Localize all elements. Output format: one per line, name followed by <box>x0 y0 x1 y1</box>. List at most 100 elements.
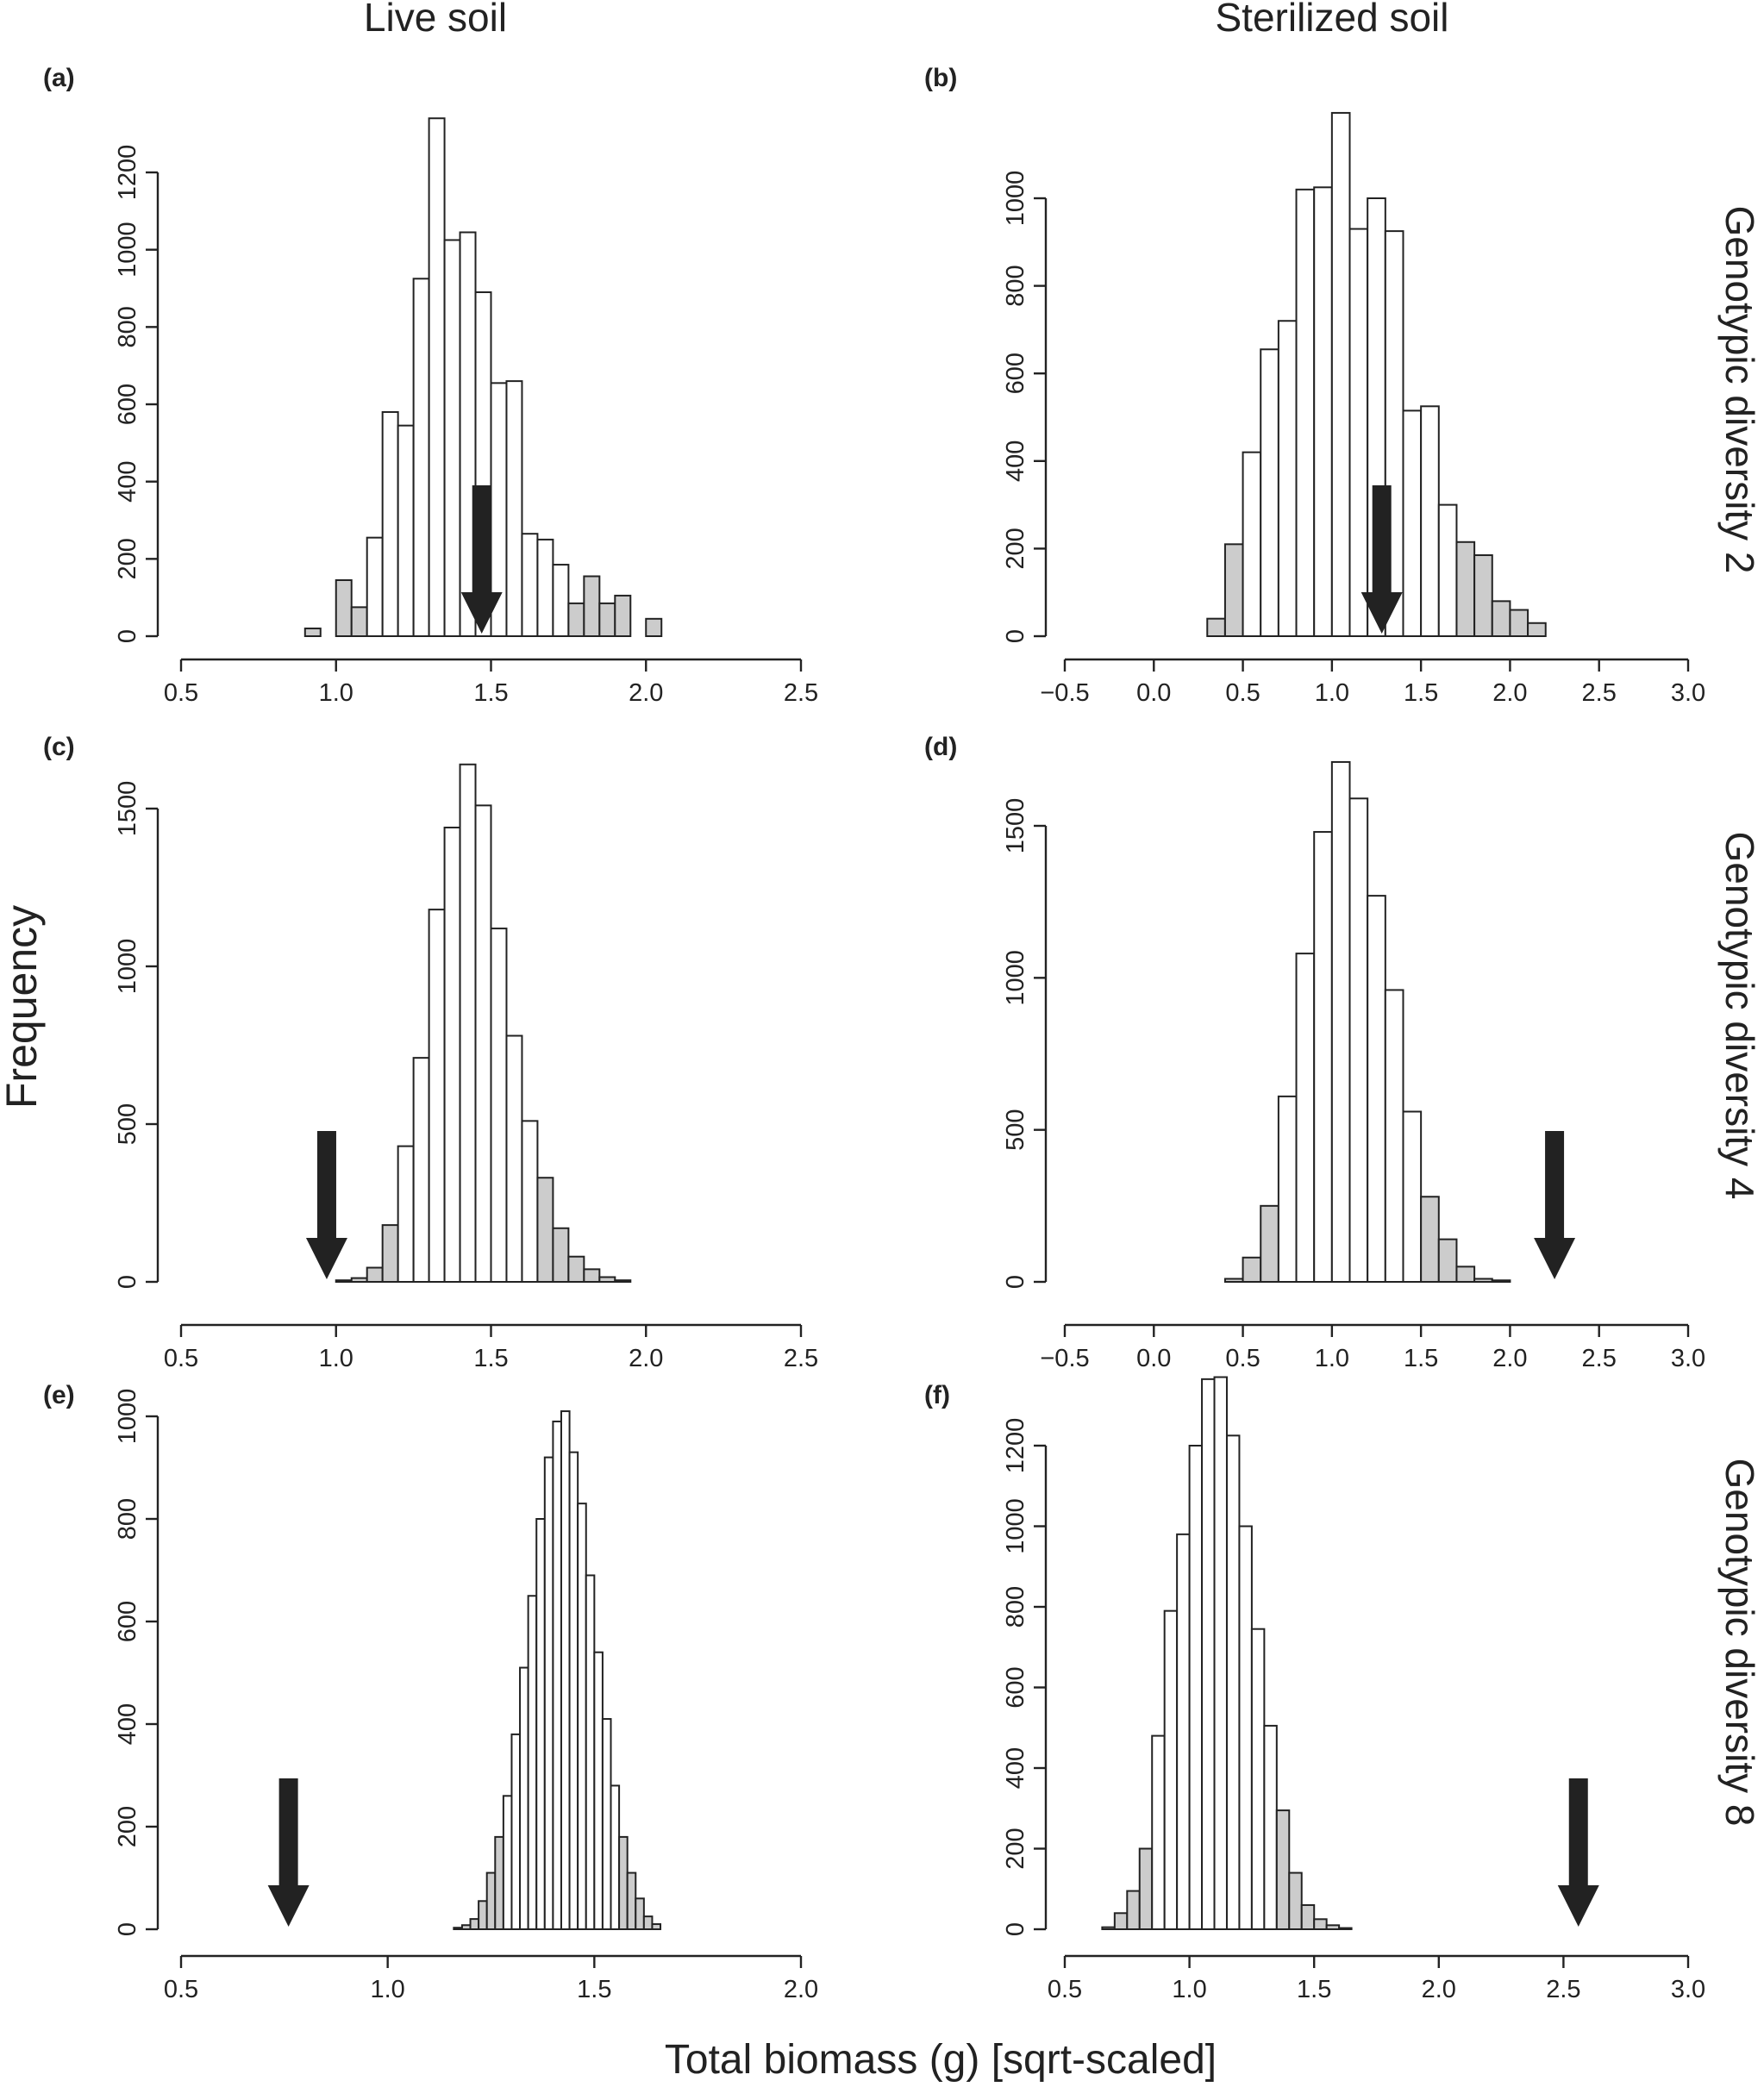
observed-value-arrow <box>1361 485 1403 634</box>
y-tick-label: 200 <box>114 1806 141 1847</box>
histogram-bar <box>598 1276 616 1284</box>
histogram-bar <box>626 1871 637 1931</box>
histogram-bar <box>1288 1871 1303 1931</box>
histogram-bar <box>510 1733 522 1931</box>
histogram-bar <box>614 1279 632 1284</box>
histogram-bar <box>1223 543 1244 638</box>
y-tick-label: 500 <box>1002 1109 1029 1150</box>
panel-e: (e) 0.5 1.0 1.5 2.0 0 200 400 600 800 1000 <box>43 1381 818 2003</box>
histogram-bar <box>614 594 632 637</box>
panel-label-b: (b) <box>924 64 957 92</box>
x-tick-label: 1.5 <box>577 1976 611 2003</box>
x-tick-label: 2.5 <box>1546 1976 1580 2003</box>
y-tick-label: 1500 <box>1002 798 1029 854</box>
histogram-bar <box>577 1503 587 1931</box>
x-tick-label: 2.5 <box>784 1345 818 1372</box>
histogram-bar <box>1101 1926 1116 1931</box>
x-tick-label: 2.0 <box>629 1345 663 1372</box>
panel-c: (c) 0.5 1.0 1.5 2.0 2.5 0 500 1000 1500 <box>43 733 818 1372</box>
histogram-bar <box>527 1595 538 1930</box>
y-tick-label: 0 <box>1002 1275 1029 1289</box>
histogram-bar <box>1225 1434 1241 1930</box>
y-tick-label: 600 <box>114 1601 141 1642</box>
histogram-bar <box>459 763 477 1283</box>
x-axis-label: Total biomass (g) [sqrt-scaled] <box>665 2037 1217 2083</box>
histogram-bar <box>1437 1238 1458 1284</box>
panel-label-f: (f) <box>924 1381 950 1409</box>
histogram-bar <box>1473 1278 1493 1284</box>
histogram-bar <box>1242 1256 1262 1283</box>
x-tick-label: 2.5 <box>784 679 818 707</box>
histogram-bar <box>1455 1265 1476 1284</box>
row-label-diversity-4: Genotypic diversity 4 <box>1717 832 1762 1200</box>
histogram-bar <box>1420 1196 1440 1283</box>
panel-label-c: (c) <box>43 733 75 761</box>
histogram-bar <box>1313 1918 1328 1930</box>
histogram-bar <box>552 1420 562 1930</box>
observed-value-arrow <box>1534 1131 1576 1279</box>
histogram-bar <box>478 1900 488 1930</box>
histogram-bar <box>1527 622 1547 638</box>
histogram-bar <box>1151 1734 1166 1930</box>
histogram-bar <box>1491 1279 1511 1284</box>
panel-label-e: (e) <box>43 1381 75 1409</box>
x-tick-label: 0.0 <box>1136 679 1171 707</box>
histogram-bar <box>1509 609 1529 638</box>
histogram-bar <box>335 1279 353 1284</box>
histogram-bar <box>1420 405 1440 637</box>
histogram-bar <box>567 602 585 637</box>
histogram-bar <box>1295 188 1316 637</box>
y-tick-label: 1000 <box>114 1389 141 1445</box>
histogram-bar <box>1126 1890 1141 1930</box>
histogram-bar <box>567 1255 585 1283</box>
histogram-bar <box>443 826 461 1283</box>
histogram-bar <box>502 1795 513 1931</box>
observed-value-arrow <box>305 1131 347 1279</box>
x-tick-label: 1.0 <box>1315 679 1349 707</box>
x-tick-label: 1.0 <box>319 1345 353 1372</box>
y-tick-label: 1000 <box>114 939 141 995</box>
histogram-bar <box>1213 1376 1228 1930</box>
x-tick-label: 1.5 <box>1404 679 1438 707</box>
histogram-bar <box>618 1835 629 1930</box>
histogram-bar <box>1188 1445 1204 1930</box>
x-tick-label: 1.0 <box>1172 1976 1206 2003</box>
histogram-bar <box>1275 1809 1291 1930</box>
histogram-bar <box>1313 831 1333 1283</box>
histogram-bar <box>552 564 570 638</box>
y-tick-label: 1000 <box>114 222 141 278</box>
x-tick-label: 0.5 <box>164 1345 198 1372</box>
histogram-bar <box>521 533 539 637</box>
histogram-bar <box>1260 348 1279 637</box>
histogram-bar <box>412 278 430 637</box>
histogram-bar <box>1491 600 1511 637</box>
y-tick-label: 1200 <box>114 145 141 201</box>
histogram-bar <box>1223 1278 1244 1284</box>
histogram-bar <box>494 1835 504 1930</box>
panel-label-d: (d) <box>924 733 957 761</box>
histogram-bar <box>1277 320 1298 637</box>
y-tick-label: 200 <box>114 538 141 579</box>
x-tick-label: −0.5 <box>1040 1345 1089 1372</box>
column-title-sterilized-soil: Sterilized soil <box>1216 0 1449 40</box>
y-tick-label: 1000 <box>1002 171 1029 227</box>
y-tick-label: 400 <box>114 1703 141 1745</box>
observed-value-arrow <box>460 485 503 634</box>
y-tick-label: 0 <box>114 1275 141 1289</box>
x-tick-label: 1.0 <box>371 1976 405 2003</box>
x-tick-label: −0.5 <box>1040 679 1089 707</box>
histogram-bar <box>583 1268 601 1283</box>
histogram-bar <box>366 536 384 637</box>
observed-value-arrow <box>267 1778 310 1927</box>
histogram-bar <box>1206 617 1226 637</box>
histogram-bar <box>560 1410 571 1931</box>
y-tick-label: 200 <box>1002 528 1029 569</box>
y-tick-label: 200 <box>1002 1828 1029 1869</box>
histogram-bar <box>1176 1533 1191 1930</box>
histogram-bar <box>474 804 492 1283</box>
y-tick-label: 800 <box>1002 265 1029 306</box>
histogram-bar <box>521 1120 539 1283</box>
histogram-bar <box>381 1224 399 1283</box>
histogram-bar <box>568 1451 579 1930</box>
